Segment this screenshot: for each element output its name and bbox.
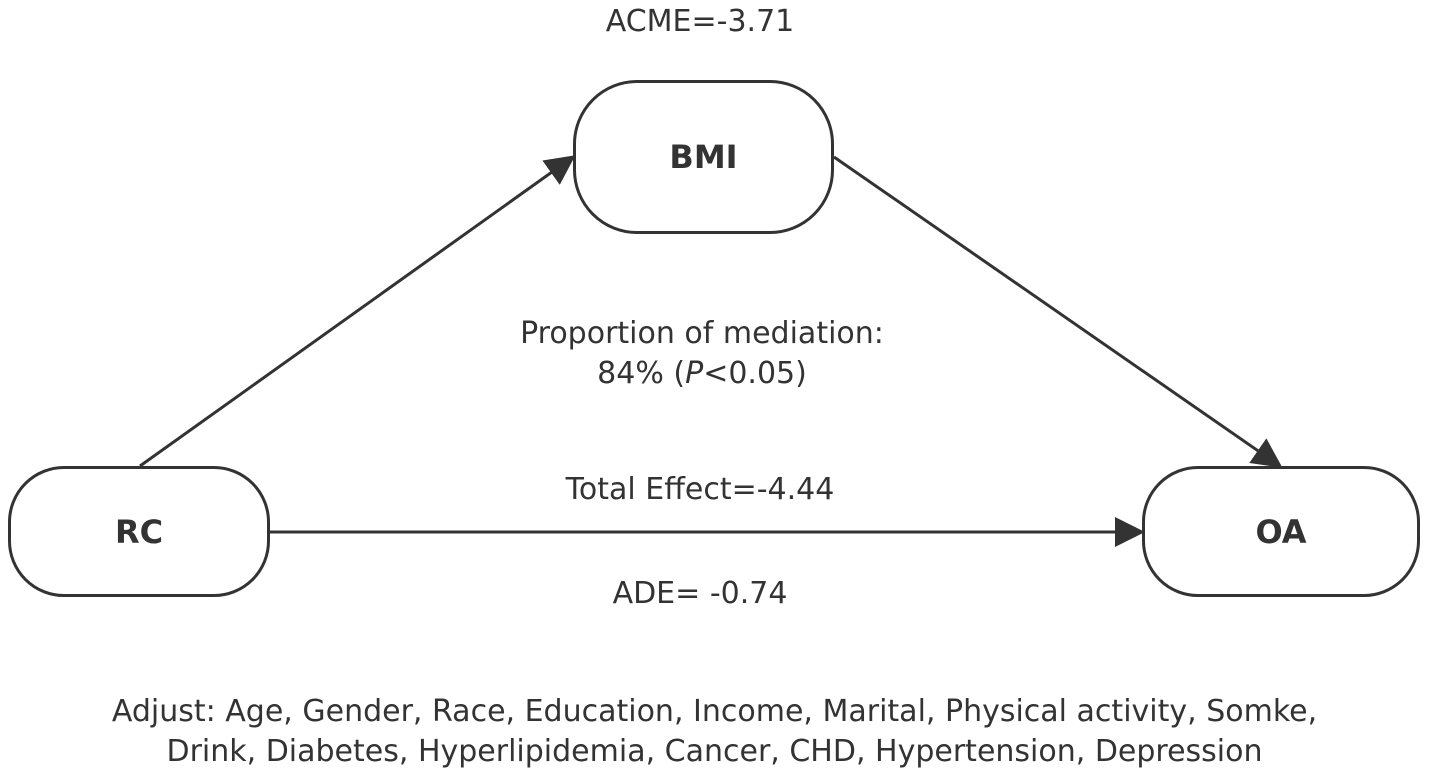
node-bmi-label: BMI [669, 138, 738, 176]
total-effect-label: Total Effect=-4.44 [565, 472, 835, 507]
mediation-p-value: <0.05) [703, 356, 807, 391]
node-rc-label: RC [114, 512, 164, 551]
arrow-bmi-to-oa [833, 155, 1283, 468]
node-rc: RC [8, 466, 270, 597]
node-oa-label: OA [1255, 512, 1307, 551]
node-bmi: BMI [573, 80, 834, 234]
acme-label: ACME=-3.71 [605, 4, 795, 39]
mediation-percent: 84% ( [597, 356, 686, 391]
adjustment-footnote: Adjust: Age, Gender, Race, Education, In… [10, 692, 1419, 772]
mediation-value: 84% (P<0.05) [402, 354, 1002, 394]
adjustment-line-2: Drink, Diabetes, Hyperlipidemia, Cancer,… [166, 734, 1263, 769]
mediation-proportion: Proportion of mediation: 84% (P<0.05) [402, 314, 1002, 394]
mediation-p-symbol: P [685, 356, 704, 391]
mediation-title: Proportion of mediation: [520, 316, 884, 351]
arrow-rc-to-bmi [139, 155, 576, 468]
ade-label: ADE= -0.74 [612, 576, 788, 611]
adjustment-line-1: Adjust: Age, Gender, Race, Education, In… [111, 694, 1318, 729]
node-oa: OA [1142, 466, 1420, 597]
